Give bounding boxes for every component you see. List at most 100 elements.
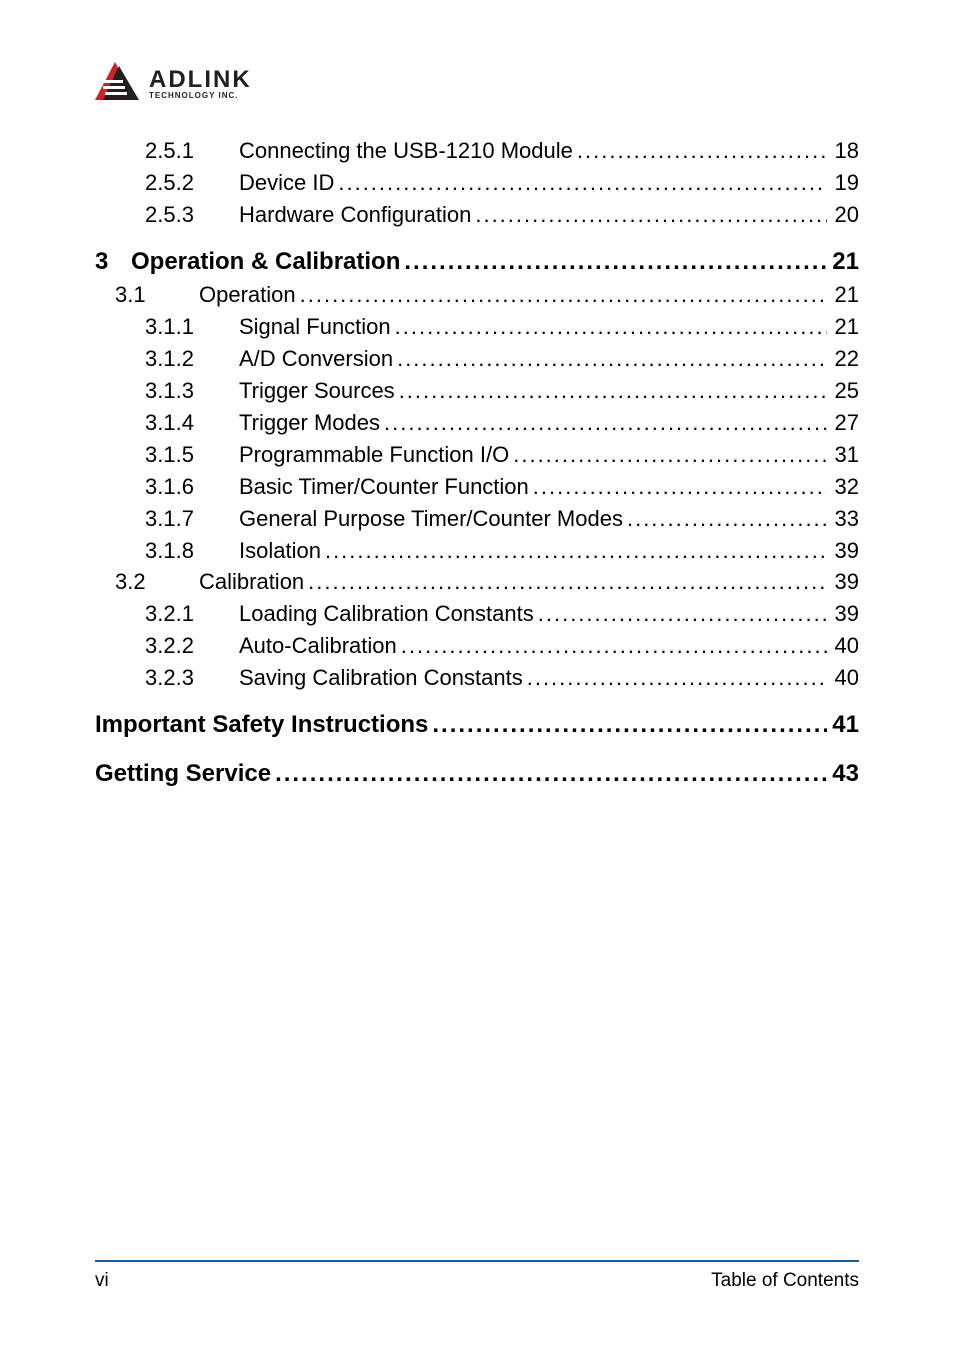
toc-leader-dots: [393, 343, 827, 375]
toc-leader-dots: [304, 566, 827, 598]
toc-page: 40: [827, 630, 859, 662]
toc-title: Loading Calibration Constants: [239, 598, 534, 630]
toc-leader-dots: [271, 757, 827, 792]
toc-number: 3: [95, 245, 131, 280]
toc-title: Getting Service: [95, 757, 271, 792]
footer-rule: [95, 1260, 859, 1262]
toc-number: 3.1.3: [95, 375, 239, 407]
toc-number: 3.1.1: [95, 311, 239, 343]
toc-number: 2.5.3: [95, 199, 239, 231]
toc-leader-dots: [428, 708, 827, 743]
toc-row: 3.2.1Loading Calibration Constants 39: [95, 598, 859, 630]
toc-row: 2.5.2Device ID19: [95, 167, 859, 199]
toc-gap: [95, 694, 859, 708]
toc-page: 22: [827, 343, 859, 375]
toc-row: Important Safety Instructions41: [95, 708, 859, 743]
toc-row: 2.5.3Hardware Configuration 20: [95, 199, 859, 231]
toc-row: 3.1Operation 21: [95, 279, 859, 311]
toc-title: Operation: [199, 279, 296, 311]
toc-leader-dots: [623, 503, 827, 535]
toc-title: Isolation: [239, 535, 321, 567]
logo-sub: TECHNOLOGY INC.: [149, 92, 252, 100]
toc-page: 39: [827, 566, 859, 598]
toc-page: 21: [827, 245, 859, 280]
toc-page: 21: [827, 311, 859, 343]
footer-row: vi Table of Contents: [95, 1270, 859, 1292]
toc-row: 3.1.5Programmable Function I/O 31: [95, 439, 859, 471]
toc-page: 18: [827, 135, 859, 167]
toc-row: 3.1.7General Purpose Timer/Counter Modes…: [95, 503, 859, 535]
toc-page: 19: [827, 167, 859, 199]
toc-title: Connecting the USB-1210 Module: [239, 135, 573, 167]
toc-page: 40: [827, 662, 859, 694]
toc-row: 2.5.1Connecting the USB-1210 Module 18: [95, 135, 859, 167]
toc-title: Hardware Configuration: [239, 199, 471, 231]
toc-number: 3.2.2: [95, 630, 239, 662]
toc-title: Signal Function: [239, 311, 391, 343]
toc-leader-dots: [321, 535, 827, 567]
toc-title: A/D Conversion: [239, 343, 393, 375]
toc-row: 3.1.1Signal Function 21: [95, 311, 859, 343]
toc-number: 3.1.7: [95, 503, 239, 535]
page-number: vi: [95, 1270, 109, 1292]
toc-leader-dots: [395, 375, 827, 407]
toc-title: Basic Timer/Counter Function: [239, 471, 529, 503]
toc-leader-dots: [573, 135, 827, 167]
logo-text: ADLINK TECHNOLOGY INC.: [149, 68, 252, 100]
toc-page: 41: [827, 708, 859, 743]
toc-leader-dots: [334, 167, 827, 199]
toc-number: 3.2.1: [95, 598, 239, 630]
toc-leader-dots: [380, 407, 827, 439]
logo: ADLINK TECHNOLOGY INC.: [95, 60, 859, 107]
toc-page: 21: [827, 279, 859, 311]
toc-row: 3.1.4Trigger Modes 27: [95, 407, 859, 439]
toc-title: Trigger Modes: [239, 407, 380, 439]
toc-title: Calibration: [199, 566, 304, 598]
toc-title: Operation & Calibration: [131, 245, 400, 280]
toc-page: 43: [827, 757, 859, 792]
toc-title: Programmable Function I/O: [239, 439, 509, 471]
toc-leader-dots: [397, 630, 827, 662]
toc-number: 2.5.1: [95, 135, 239, 167]
toc-number: 3.1.2: [95, 343, 239, 375]
toc-page: 32: [827, 471, 859, 503]
toc-page: 27: [827, 407, 859, 439]
toc-title: Device ID: [239, 167, 334, 199]
footer-title: Table of Contents: [711, 1270, 859, 1292]
toc-leader-dots: [391, 311, 827, 343]
toc-number: 3.1: [95, 279, 199, 311]
toc-page: 31: [827, 439, 859, 471]
toc-number: 3.2: [95, 566, 199, 598]
toc-leader-dots: [509, 439, 827, 471]
toc-title: Saving Calibration Constants: [239, 662, 523, 694]
toc-number: 3.1.8: [95, 535, 239, 567]
toc-leader-dots: [296, 279, 827, 311]
toc-number: 3.1.4: [95, 407, 239, 439]
toc-leader-dots: [534, 598, 827, 630]
toc-row: Getting Service 43: [95, 757, 859, 792]
toc-gap: [95, 231, 859, 245]
logo-triangle-icon: [95, 60, 141, 107]
logo-main: ADLINK: [149, 68, 252, 92]
toc-row: 3.1.6Basic Timer/Counter Function 32: [95, 471, 859, 503]
toc-title: General Purpose Timer/Counter Modes: [239, 503, 623, 535]
page-footer: vi Table of Contents: [95, 1260, 859, 1292]
toc-page: 39: [827, 598, 859, 630]
toc-page: 39: [827, 535, 859, 567]
toc-row: 3.1.8Isolation 39: [95, 535, 859, 567]
toc-leader-dots: [400, 245, 827, 280]
toc-gap: [95, 743, 859, 757]
toc-number: 3.2.3: [95, 662, 239, 694]
toc-row: 3.2.2Auto-Calibration 40: [95, 630, 859, 662]
toc-number: 3.1.5: [95, 439, 239, 471]
toc-row: 3Operation & Calibration 21: [95, 245, 859, 280]
toc-page: 20: [827, 199, 859, 231]
toc-title: Auto-Calibration: [239, 630, 397, 662]
toc-row: 3.1.2A/D Conversion 22: [95, 343, 859, 375]
toc-row: 3.2Calibration 39: [95, 566, 859, 598]
toc-row: 3.2.3Saving Calibration Constants 40: [95, 662, 859, 694]
toc-leader-dots: [529, 471, 827, 503]
toc-number: 3.1.6: [95, 471, 239, 503]
toc-title: Trigger Sources: [239, 375, 395, 407]
toc-page: 25: [827, 375, 859, 407]
